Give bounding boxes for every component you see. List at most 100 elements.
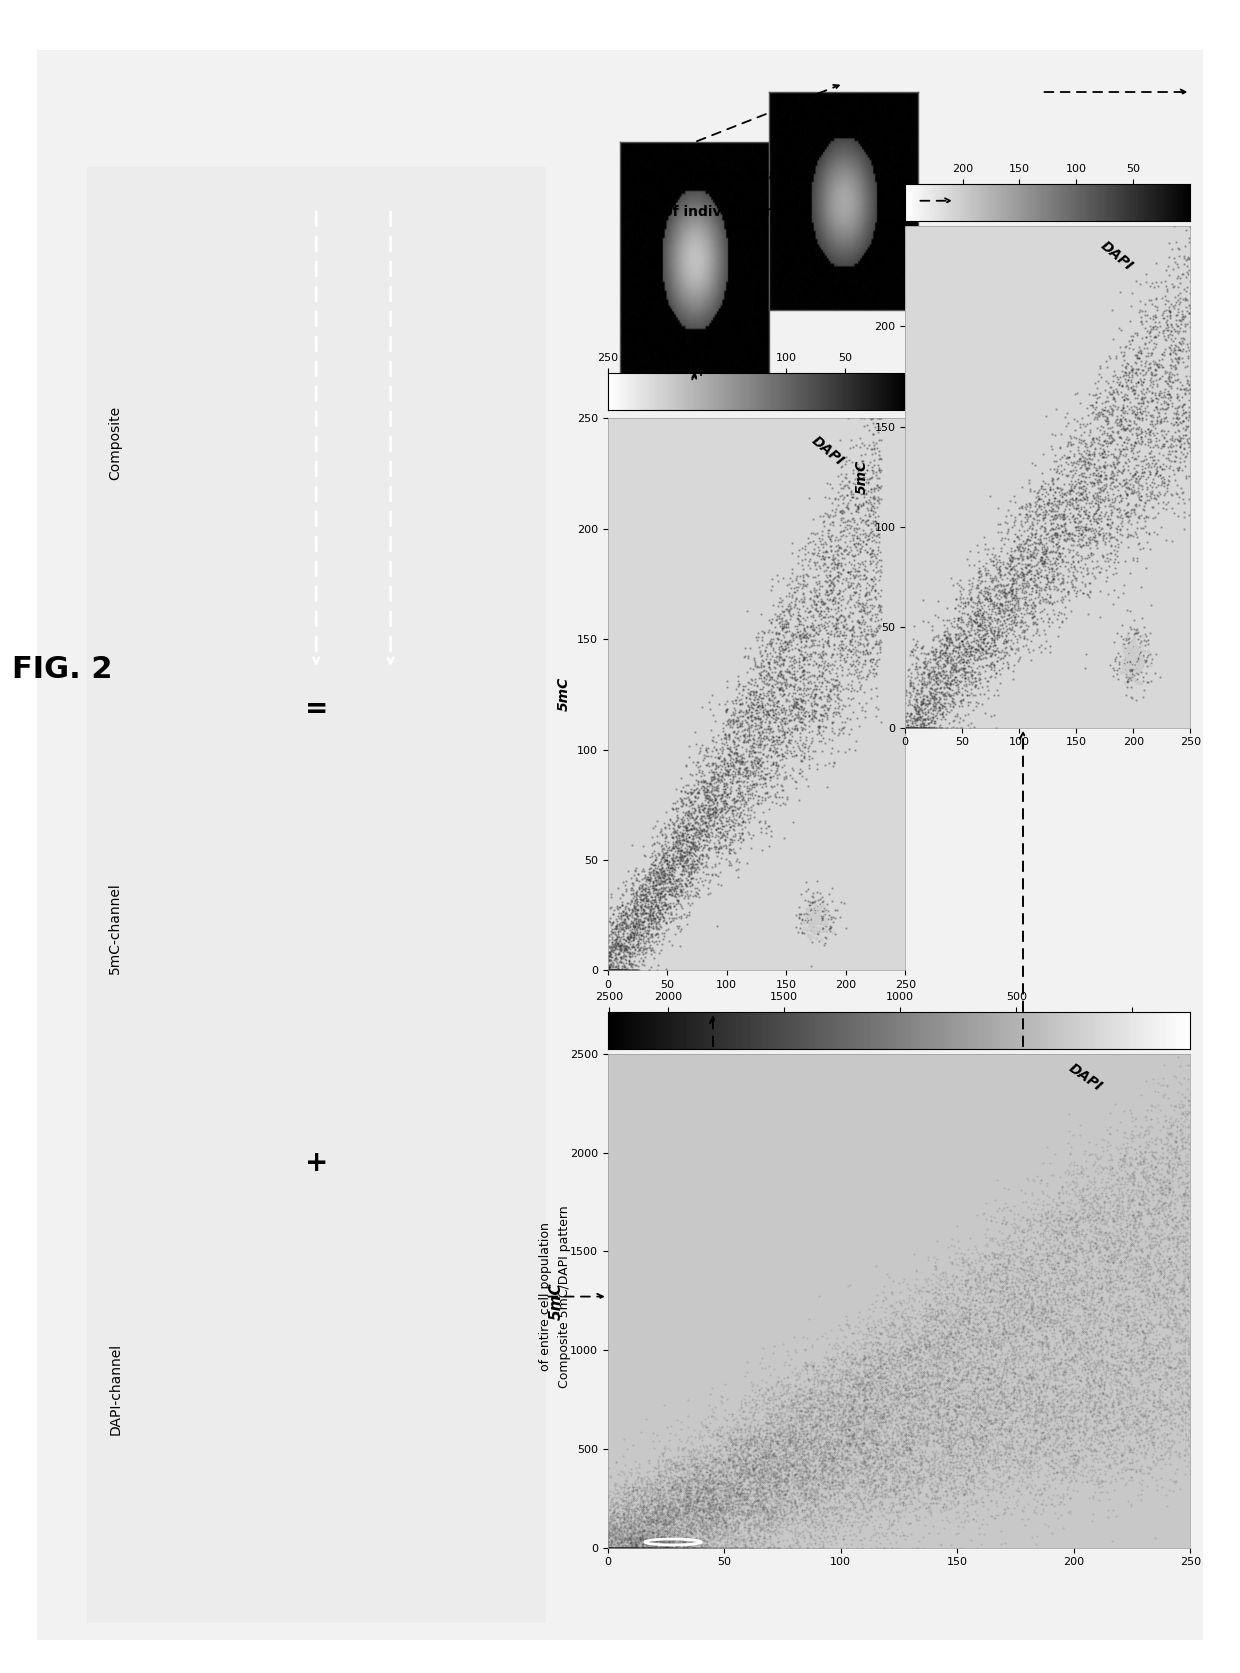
Point [780, 664, 800, 691]
Point [790, 647, 810, 674]
Point [673, 838, 693, 865]
Point [1147, 1345, 1167, 1372]
Point [1014, 581, 1034, 607]
Point [1056, 1310, 1076, 1337]
Point [697, 1452, 717, 1479]
Point [794, 1417, 813, 1444]
Point [1133, 1400, 1153, 1427]
Point [743, 1402, 763, 1429]
Point [779, 1472, 799, 1499]
Point [1131, 1114, 1151, 1141]
Point [812, 1482, 832, 1509]
Point [768, 688, 787, 714]
Point [811, 1514, 831, 1541]
Point [647, 1501, 667, 1527]
Point [662, 850, 682, 877]
Point [997, 1265, 1017, 1292]
Point [692, 1486, 712, 1512]
Point [799, 1514, 818, 1541]
Point [1012, 570, 1032, 597]
Point [1172, 1385, 1192, 1412]
Point [1115, 1298, 1135, 1325]
Point [770, 612, 790, 639]
Point [1138, 1128, 1158, 1154]
Point [1120, 1318, 1140, 1345]
Point [801, 905, 821, 932]
Point [1106, 1216, 1126, 1243]
Point [750, 808, 770, 835]
Point [811, 1439, 831, 1466]
Point [686, 1531, 706, 1558]
Point [660, 1469, 680, 1496]
Point [982, 1330, 1002, 1357]
Point [965, 659, 985, 686]
Point [930, 1384, 950, 1410]
Point [769, 1399, 789, 1425]
Point [754, 1506, 774, 1532]
Point [1058, 1350, 1078, 1377]
Point [1049, 1297, 1069, 1323]
Point [1001, 1211, 1021, 1238]
Point [990, 1250, 1009, 1276]
Point [1096, 1173, 1116, 1200]
Point [1008, 1201, 1028, 1228]
Point [882, 1389, 901, 1415]
Point [631, 1527, 651, 1554]
Point [613, 898, 632, 925]
Point [663, 1529, 683, 1556]
Point [745, 1415, 765, 1442]
Point [1128, 390, 1148, 417]
Point [920, 1363, 940, 1390]
Point [1002, 549, 1022, 576]
Point [875, 1330, 895, 1357]
Point [1111, 1407, 1131, 1434]
Point [625, 1526, 645, 1553]
Point [714, 780, 734, 806]
Point [672, 1527, 692, 1554]
Point [822, 1445, 842, 1472]
Point [830, 1367, 849, 1394]
Point [832, 1469, 852, 1496]
Point [777, 739, 797, 766]
Point [792, 686, 812, 713]
Point [952, 1400, 972, 1427]
Point [1055, 1369, 1075, 1395]
Point [1168, 1168, 1188, 1195]
Point [978, 1353, 998, 1380]
Point [720, 1417, 740, 1444]
Point [923, 1285, 942, 1312]
Point [993, 614, 1013, 641]
Point [652, 865, 672, 892]
Point [786, 1457, 806, 1484]
Point [728, 1492, 748, 1519]
Point [972, 629, 992, 656]
Point [703, 1444, 723, 1471]
Point [999, 1276, 1019, 1303]
Point [1130, 1414, 1149, 1440]
Point [655, 1524, 675, 1551]
Point [910, 1335, 930, 1362]
Point [1162, 1357, 1182, 1384]
Point [1100, 487, 1120, 514]
Point [734, 1445, 754, 1472]
Point [1092, 1283, 1112, 1310]
Point [939, 649, 959, 676]
Point [1064, 577, 1084, 604]
Point [1145, 1241, 1164, 1268]
Point [807, 549, 827, 576]
Point [1013, 574, 1033, 601]
Point [786, 1507, 806, 1534]
Point [818, 596, 838, 622]
Point [863, 634, 883, 661]
Point [1034, 550, 1054, 577]
Point [1032, 1250, 1052, 1276]
Point [750, 731, 770, 758]
Point [987, 1447, 1007, 1474]
Point [1069, 1265, 1089, 1292]
Point [931, 679, 951, 706]
Point [1055, 1379, 1075, 1405]
Point [745, 1486, 765, 1512]
Point [728, 1512, 748, 1539]
Point [765, 1494, 785, 1521]
Point [1061, 485, 1081, 512]
